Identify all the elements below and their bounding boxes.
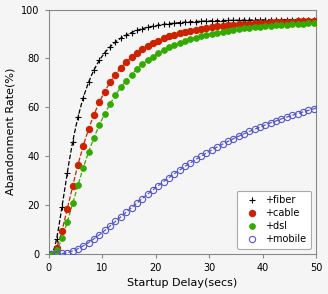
+mobile: [49, 252, 53, 255]
Line: +cable: +cable: [48, 18, 322, 257]
+mobile: [135, 201, 139, 205]
+cable: [317, 19, 321, 23]
+fiber: [317, 18, 321, 21]
X-axis label: Startup Delay(secs): Startup Delay(secs): [127, 278, 237, 288]
+mobile: [130, 206, 133, 209]
+cable: [135, 51, 139, 55]
+cable: [312, 19, 316, 23]
+cable: [108, 81, 112, 84]
+mobile: [242, 132, 246, 136]
Line: +fiber: +fiber: [48, 16, 322, 257]
+cable: [130, 56, 133, 59]
+fiber: [312, 18, 316, 21]
+dsl: [226, 29, 230, 32]
+mobile: [226, 140, 230, 143]
+mobile: [317, 106, 321, 109]
+dsl: [130, 73, 133, 76]
+mobile: [108, 224, 112, 228]
+dsl: [108, 102, 112, 106]
+dsl: [242, 27, 246, 30]
+cable: [226, 24, 230, 27]
+fiber: [242, 18, 246, 22]
+dsl: [317, 21, 321, 25]
+fiber: [108, 45, 112, 49]
+fiber: [226, 19, 230, 22]
+cable: [242, 22, 246, 26]
+dsl: [49, 252, 53, 255]
Line: +mobile: +mobile: [48, 104, 322, 257]
+fiber: [135, 29, 139, 32]
Legend: +fiber, +cable, +dsl, +mobile: +fiber, +cable, +dsl, +mobile: [237, 191, 311, 249]
+cable: [49, 252, 53, 255]
Line: +dsl: +dsl: [49, 20, 322, 257]
+dsl: [135, 67, 139, 71]
+fiber: [49, 252, 53, 255]
+fiber: [130, 31, 133, 34]
Y-axis label: Abandonment Rate(%): Abandonment Rate(%): [6, 68, 15, 196]
+mobile: [312, 107, 316, 111]
+dsl: [312, 21, 316, 25]
